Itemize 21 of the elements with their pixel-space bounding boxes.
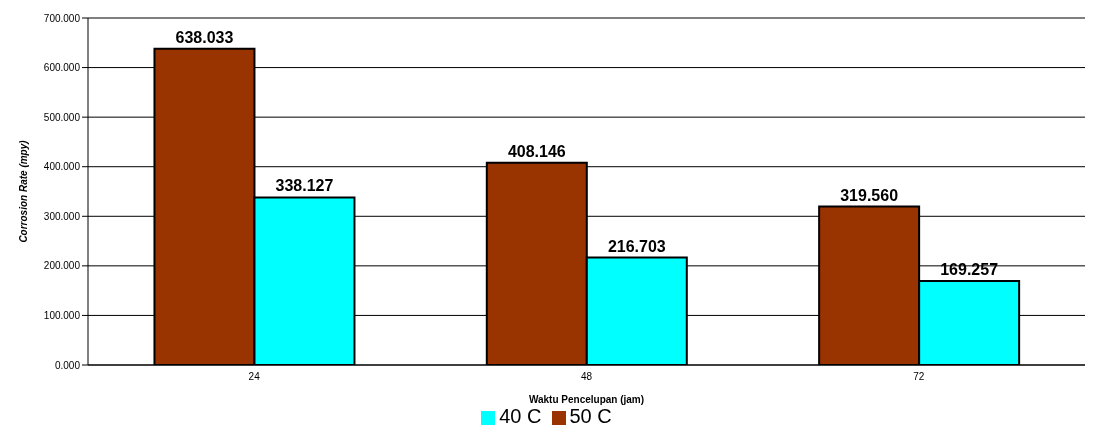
y-tick-label: 0.000 xyxy=(54,359,81,371)
x-tick-label: 72 xyxy=(913,371,925,383)
x-tick-label: 24 xyxy=(248,371,261,383)
y-tick-label: 500.000 xyxy=(43,111,81,123)
x-axis-title: Waktu Pencelupan (jam) xyxy=(528,394,645,405)
legend-label: 50 C xyxy=(569,405,612,427)
y-tick-label: 100.000 xyxy=(43,309,81,321)
data-label: 408.146 xyxy=(507,142,566,160)
x-tick-label: 48 xyxy=(580,371,593,383)
data-label: 319.560 xyxy=(840,186,899,204)
y-tick-label: 600.000 xyxy=(43,62,81,74)
y-tick-label: 700.000 xyxy=(43,12,81,24)
y-axis-title: Corrosion Rate (mpy) xyxy=(17,139,29,243)
legend-label: 40 C xyxy=(499,405,542,427)
data-label: 638.033 xyxy=(175,28,234,46)
data-label: 169.257 xyxy=(940,261,999,279)
data-label: 216.703 xyxy=(607,237,666,255)
data-label: 338.127 xyxy=(275,177,334,195)
y-tick-label: 400.000 xyxy=(43,161,81,173)
y-tick-label: 300.000 xyxy=(43,210,81,222)
y-tick-label: 200.000 xyxy=(43,260,81,272)
